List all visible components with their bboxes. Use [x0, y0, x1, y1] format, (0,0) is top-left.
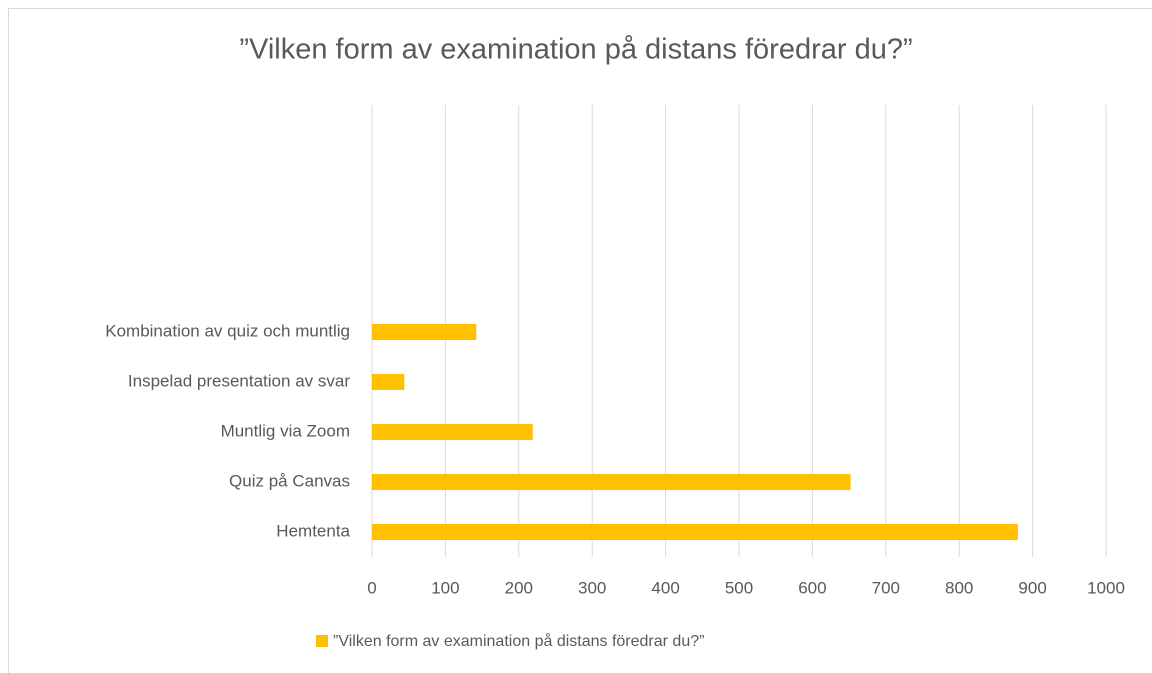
y-tick-label: Inspelad presentation av svar	[128, 371, 350, 390]
x-tick-label: 100	[431, 578, 459, 597]
bar	[372, 374, 405, 390]
x-tick-label: 700	[872, 578, 900, 597]
chart-title: ”Vilken form av examination på distans f…	[239, 34, 912, 66]
x-tick-label: 0	[367, 578, 376, 597]
x-tick-label: 500	[725, 578, 753, 597]
x-tick-label: 600	[798, 578, 826, 597]
legend-label: ”Vilken form av examination på distans f…	[333, 632, 704, 650]
bar	[372, 524, 1018, 540]
bar	[372, 324, 477, 340]
x-tick-label: 300	[578, 578, 606, 597]
x-tick-label: 400	[651, 578, 679, 597]
x-tick-label: 900	[1018, 578, 1046, 597]
chart-border	[8, 8, 1152, 673]
bar	[372, 474, 851, 490]
y-tick-label: Hemtenta	[276, 521, 350, 540]
x-tick-label: 1000	[1087, 578, 1125, 597]
x-tick-label: 200	[505, 578, 533, 597]
y-tick-label: Kombination av quiz och muntlig	[105, 321, 350, 340]
legend-swatch	[316, 635, 328, 647]
y-tick-label: Muntlig via Zoom	[221, 421, 350, 440]
x-tick-label: 800	[945, 578, 973, 597]
y-tick-label: Quiz på Canvas	[229, 471, 350, 490]
bar	[372, 424, 533, 440]
